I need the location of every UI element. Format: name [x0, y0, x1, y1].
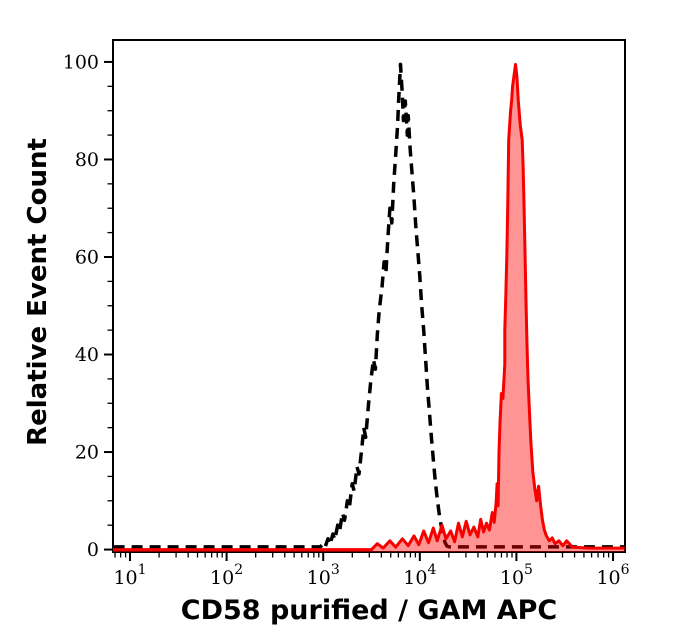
- svg-text:103: 103: [307, 562, 340, 589]
- svg-text:40: 40: [75, 344, 99, 366]
- svg-text:102: 102: [210, 562, 243, 589]
- svg-text:0: 0: [87, 539, 99, 561]
- svg-text:106: 106: [596, 562, 629, 589]
- svg-text:20: 20: [75, 442, 99, 464]
- svg-text:80: 80: [75, 149, 99, 171]
- svg-text:100: 100: [63, 51, 99, 73]
- svg-text:104: 104: [403, 562, 436, 589]
- svg-text:105: 105: [500, 562, 533, 589]
- y-axis-title: Relative Event Count: [23, 138, 53, 446]
- svg-text:60: 60: [75, 246, 99, 268]
- svg-text:101: 101: [113, 562, 146, 589]
- x-axis-title: CD58 purified / GAM APC: [180, 595, 558, 626]
